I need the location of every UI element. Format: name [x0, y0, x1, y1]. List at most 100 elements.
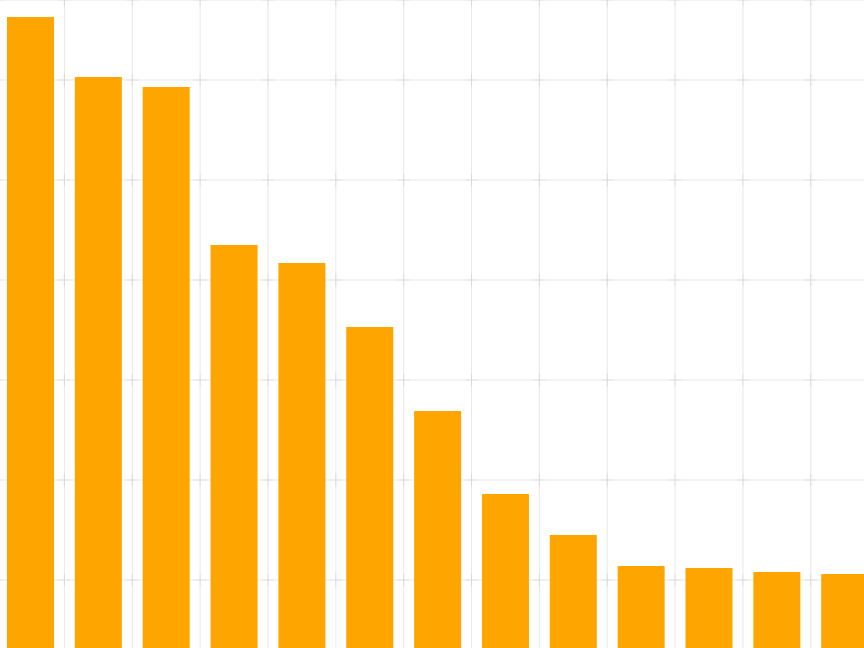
grid-cross-mark [397, 374, 410, 386]
grid-cross-mark [261, 174, 274, 186]
grid-cross-mark [58, 574, 71, 586]
grid-cross-mark [736, 274, 749, 286]
grid-cross-mark [736, 74, 749, 86]
bar [685, 568, 733, 648]
grid-cross-mark [465, 474, 478, 486]
grid-cross-mark [601, 174, 614, 186]
grid-cross-mark [58, 274, 71, 286]
grid-cross-mark [736, 0, 749, 6]
grid-cross-mark [261, 474, 274, 486]
grid-cross-mark [126, 274, 139, 286]
grid-cross-mark [804, 474, 817, 486]
grid-cross-mark [194, 374, 207, 386]
bar [142, 87, 190, 648]
grid-cross-mark [804, 274, 817, 286]
grid-cross-mark [261, 374, 274, 386]
grid-cross-mark [669, 74, 682, 86]
grid-cross-mark [804, 574, 817, 586]
grid-cross-mark [126, 474, 139, 486]
grid-cross-mark [533, 0, 546, 6]
grid-cross-mark [533, 274, 546, 286]
grid-cross-mark [126, 574, 139, 586]
grid-cross-mark [0, 479, 3, 481]
grid-cross-mark [0, 79, 3, 81]
grid-cross-mark [736, 474, 749, 486]
grid-cross-mark [465, 374, 478, 386]
grid-cross-mark [736, 574, 749, 586]
grid-cross-mark [804, 174, 817, 186]
bar [753, 572, 801, 648]
grid-cross-mark [58, 174, 71, 186]
grid-cross-mark [0, 279, 3, 281]
grid-cross-mark [0, 0, 3, 1]
bar [74, 77, 122, 648]
grid-cross-mark [397, 74, 410, 86]
grid-cross-mark [397, 474, 410, 486]
bar [414, 411, 462, 648]
grid-cross-mark [58, 74, 71, 86]
grid-cross-mark [261, 74, 274, 86]
grid-cross-mark [194, 574, 207, 586]
grid-cross-mark [601, 74, 614, 86]
grid-cross-mark [329, 0, 342, 6]
grid-cross-mark [0, 379, 3, 381]
grid-cross-mark [465, 274, 478, 286]
bar [210, 245, 258, 648]
grid-cross-mark [194, 274, 207, 286]
grid-cross-mark [58, 474, 71, 486]
grid-cross-mark [465, 0, 478, 6]
grid-cross-mark [58, 0, 71, 6]
grid-cross-mark [804, 74, 817, 86]
grid-cross-mark [194, 0, 207, 6]
grid-cross-mark [669, 274, 682, 286]
grid-cross-mark [533, 174, 546, 186]
grid-cross-mark [397, 574, 410, 586]
grid-cross-mark [736, 174, 749, 186]
grid-cross-mark [194, 74, 207, 86]
grid-cross-mark [465, 574, 478, 586]
grid-cross-mark [126, 374, 139, 386]
bar [481, 494, 529, 648]
grid-cross-mark [397, 0, 410, 6]
grid-cross-mark [669, 0, 682, 6]
grid-cross-mark [533, 374, 546, 386]
grid-cross-mark [601, 0, 614, 6]
grid-cross-mark [0, 579, 3, 581]
grid-cross-mark [397, 274, 410, 286]
grid-cross-mark [58, 374, 71, 386]
grid-cross-mark [126, 0, 139, 6]
grid-cross-mark [329, 574, 342, 586]
grid-cross-mark [669, 474, 682, 486]
grid-cross-mark [194, 474, 207, 486]
grid-cross-mark [601, 574, 614, 586]
grid-cross-mark [669, 174, 682, 186]
grid-cross-mark [194, 174, 207, 186]
grid-cross-mark [601, 274, 614, 286]
grid-cross-mark [669, 374, 682, 386]
grid-cross-mark [329, 74, 342, 86]
grid-cross-mark [126, 74, 139, 86]
bar [549, 535, 597, 648]
grid-cross-mark [533, 574, 546, 586]
bar [821, 574, 864, 648]
grid-cross-mark [533, 474, 546, 486]
grid-cross-mark [533, 74, 546, 86]
grid-cross-mark [465, 74, 478, 86]
bar [278, 263, 326, 648]
grid-cross-mark [804, 374, 817, 386]
grid-cross-mark [397, 174, 410, 186]
grid-cross-mark [329, 274, 342, 286]
grid-cross-mark [261, 574, 274, 586]
bar [617, 566, 665, 648]
grid-cross-mark [465, 174, 478, 186]
grid-cross-mark [669, 574, 682, 586]
grid-cross-mark [601, 374, 614, 386]
grid-cross-mark [0, 179, 3, 181]
grid-cross-mark [329, 374, 342, 386]
grid-cross-mark [736, 374, 749, 386]
bar [346, 327, 394, 648]
chart-bars [7, 17, 864, 648]
grid-cross-mark [601, 474, 614, 486]
grid-cross-mark [804, 0, 817, 6]
